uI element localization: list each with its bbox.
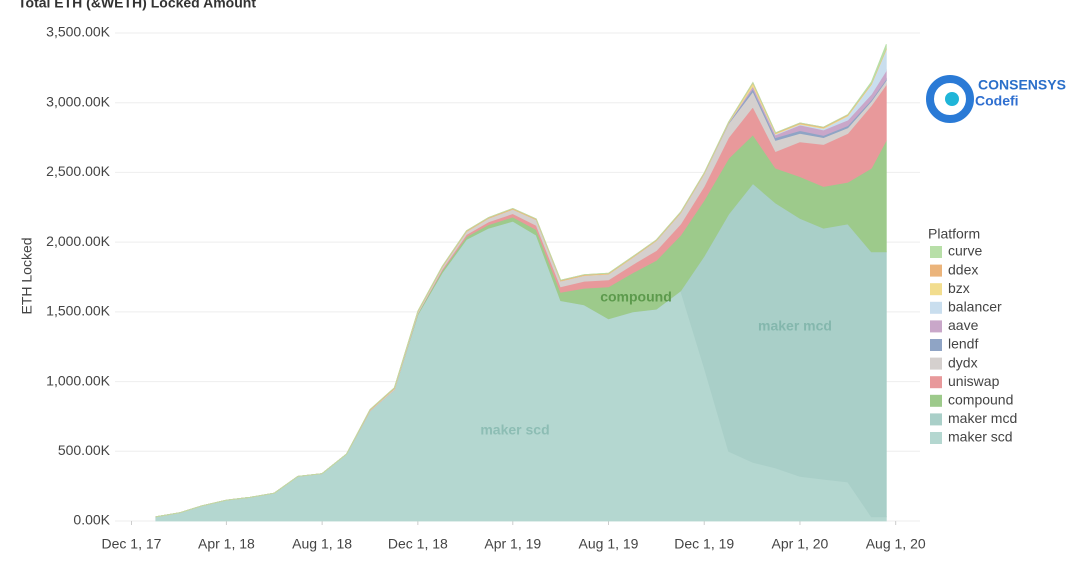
legend-swatch bbox=[930, 264, 942, 277]
y-axis-label: ETH Locked bbox=[19, 237, 35, 314]
x-tick-label: Apr 1, 19 bbox=[484, 536, 541, 552]
legend-label: compound bbox=[948, 392, 1013, 408]
x-tick-label: Aug 1, 18 bbox=[292, 536, 352, 552]
legend-label: maker scd bbox=[948, 429, 1013, 445]
legend-swatch bbox=[930, 432, 942, 444]
annotation: maker scd bbox=[480, 422, 549, 438]
x-tick-label: Apr 1, 18 bbox=[198, 536, 255, 552]
annotation: maker mcd bbox=[758, 318, 832, 334]
legend-swatch bbox=[930, 246, 942, 258]
logo-brand: CONSENSYS bbox=[978, 77, 1066, 93]
x-tick-label: Dec 1, 17 bbox=[102, 536, 162, 552]
y-tick-label: 3,500.00K bbox=[46, 24, 110, 40]
legend-swatch bbox=[930, 320, 942, 333]
legend-label: maker mcd bbox=[948, 410, 1017, 426]
logo-icon bbox=[926, 75, 974, 123]
y-tick-label: 2,500.00K bbox=[46, 163, 110, 179]
y-tick-label: 1,500.00K bbox=[46, 303, 110, 319]
legend-label: curve bbox=[948, 243, 982, 259]
legend-label: lendf bbox=[948, 336, 978, 352]
annotation: compound bbox=[600, 289, 672, 305]
legend-label: bzx bbox=[948, 280, 970, 296]
y-tick-label: 500.00K bbox=[58, 442, 111, 458]
legend-swatch bbox=[930, 357, 942, 370]
legend-swatch bbox=[930, 413, 942, 426]
legend-label: ddex bbox=[948, 261, 978, 277]
y-tick-label: 1,000.00K bbox=[46, 372, 110, 388]
plot-area: 0.00K 500.00K 1,000.00K 1,500.00K 2,000.00K 2… bbox=[46, 24, 926, 552]
x-tick-label: Aug 1, 19 bbox=[579, 536, 639, 552]
legend-swatch bbox=[930, 394, 942, 407]
y-tick-label: 2,000.00K bbox=[46, 233, 110, 249]
x-tick-label: Aug 1, 20 bbox=[866, 536, 926, 552]
y-tick-label: 3,000.00K bbox=[46, 93, 110, 109]
logo: CONSENSYS Codefi bbox=[926, 75, 1066, 123]
legend-label: balancer bbox=[948, 299, 1002, 315]
area bbox=[155, 44, 887, 518]
legend-title: Platform bbox=[928, 226, 980, 242]
legend-swatch bbox=[930, 301, 942, 314]
chart-title: Total ETH (&WETH) Locked Amount bbox=[18, 0, 256, 11]
y-tick-label: 0.00K bbox=[73, 512, 110, 528]
logo-icon bbox=[945, 92, 959, 106]
legend-label: aave bbox=[948, 317, 979, 333]
logo-name: Codefi bbox=[975, 93, 1019, 109]
legend-label: dydx bbox=[948, 354, 978, 370]
legend-swatch bbox=[930, 283, 942, 296]
legend-label: uniswap bbox=[948, 373, 1000, 389]
x-tick-label: Dec 1, 18 bbox=[388, 536, 448, 552]
legend-swatch bbox=[930, 339, 942, 351]
x-tick-label: Dec 1, 19 bbox=[674, 536, 734, 552]
x-tick-label: Apr 1, 20 bbox=[772, 536, 829, 552]
legend-swatch bbox=[930, 376, 942, 389]
